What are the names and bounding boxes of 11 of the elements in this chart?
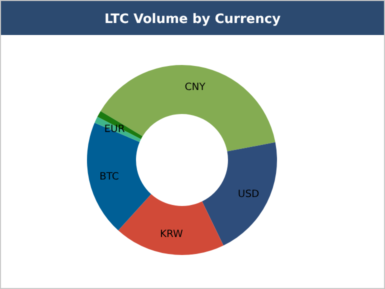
chart-title: LTC Volume by Currency (104, 12, 282, 27)
slice-label: BTC (100, 171, 119, 182)
donut-slice (100, 65, 276, 152)
slice-label: USD (238, 188, 260, 200)
donut-slice (202, 142, 277, 246)
donut-slice (97, 111, 143, 140)
slice-label: KRW (160, 229, 184, 240)
donut-slice (118, 194, 224, 255)
slice-label: CNY (184, 82, 206, 94)
slice-label: EUR (104, 124, 125, 135)
donut-slice (87, 122, 152, 230)
